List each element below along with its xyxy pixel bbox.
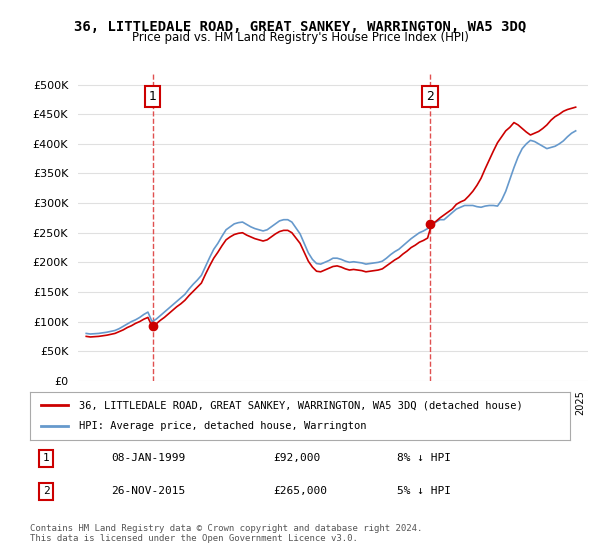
Text: 36, LITTLEDALE ROAD, GREAT SANKEY, WARRINGTON, WA5 3DQ: 36, LITTLEDALE ROAD, GREAT SANKEY, WARRI… (74, 20, 526, 34)
Text: 1: 1 (149, 90, 157, 103)
Text: £265,000: £265,000 (273, 486, 327, 496)
Text: 26-NOV-2015: 26-NOV-2015 (111, 486, 185, 496)
Text: 36, LITTLEDALE ROAD, GREAT SANKEY, WARRINGTON, WA5 3DQ (detached house): 36, LITTLEDALE ROAD, GREAT SANKEY, WARRI… (79, 400, 523, 410)
Text: 2: 2 (43, 486, 50, 496)
Text: Price paid vs. HM Land Registry's House Price Index (HPI): Price paid vs. HM Land Registry's House … (131, 31, 469, 44)
Text: 2: 2 (426, 90, 434, 103)
Text: Contains HM Land Registry data © Crown copyright and database right 2024.
This d: Contains HM Land Registry data © Crown c… (30, 524, 422, 543)
Text: 8% ↓ HPI: 8% ↓ HPI (397, 454, 451, 464)
Text: 5% ↓ HPI: 5% ↓ HPI (397, 486, 451, 496)
Text: 08-JAN-1999: 08-JAN-1999 (111, 454, 185, 464)
Text: £92,000: £92,000 (273, 454, 320, 464)
Text: 1: 1 (43, 454, 50, 464)
Text: HPI: Average price, detached house, Warrington: HPI: Average price, detached house, Warr… (79, 421, 366, 431)
